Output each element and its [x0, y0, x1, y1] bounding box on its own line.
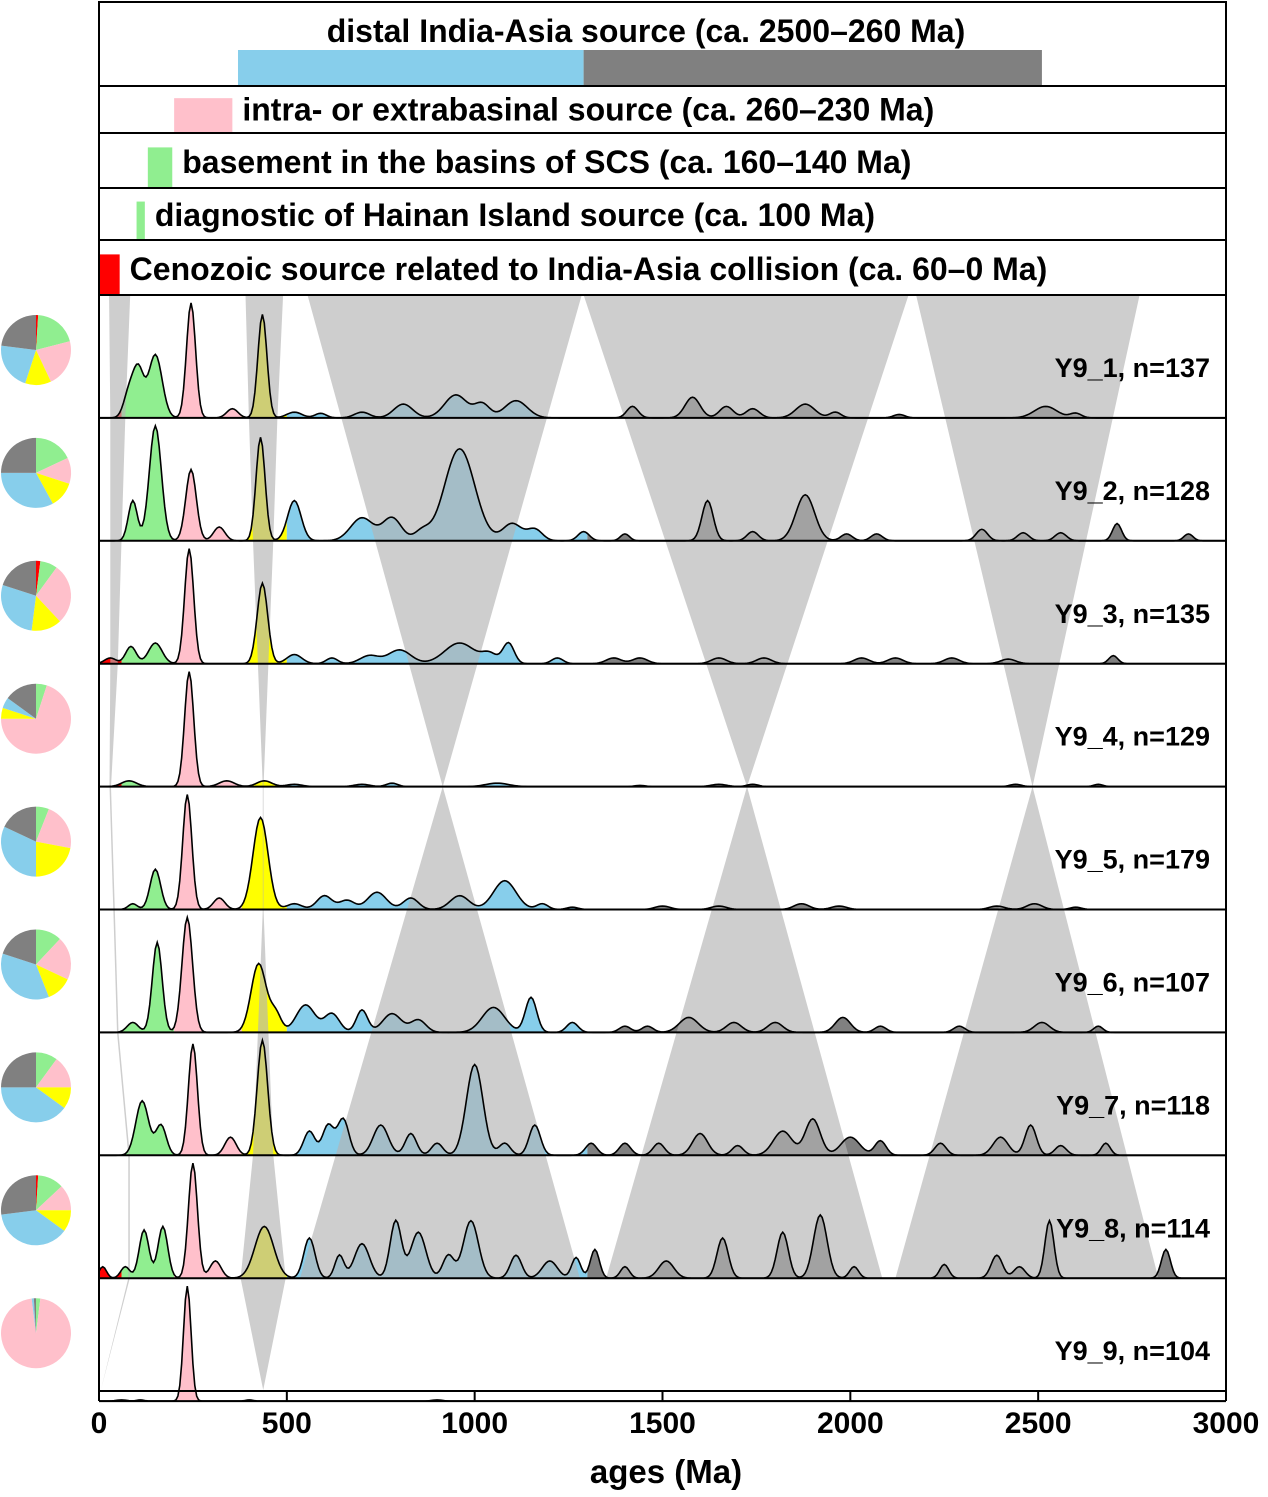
pie-slice-5-5 — [1, 826, 37, 877]
density-curve-8 — [98, 1163, 1226, 1279]
age-band-3-2 — [121, 548, 175, 664]
pie-slice-7-6 — [1, 1052, 36, 1088]
sample-label-9: Y9_9, n=104 — [1055, 1336, 1210, 1366]
source-legend: distal India-Asia source (ca. 2500–260 M… — [98, 1, 1227, 1392]
pie-slice-9-5 — [31, 1298, 36, 1334]
pie-slice-1-4 — [25, 350, 51, 386]
age-band-9-2 — [121, 1286, 175, 1402]
pie-slice-8-1 — [36, 1175, 39, 1211]
pie-slice-2-6 — [1, 437, 36, 473]
x-tick-label-2000: 2000 — [817, 1407, 884, 1440]
legend-bar-3 — [147, 147, 173, 187]
legend-label-4: diagnostic of Hainan Island source (ca. … — [155, 197, 875, 233]
pie-slice-1-2 — [36, 315, 70, 350]
pie-slice-7-5 — [1, 1087, 65, 1123]
age-band-9-1 — [99, 1286, 122, 1402]
pie-slice-5-2 — [36, 806, 49, 842]
pie-slice-7-3 — [36, 1059, 71, 1088]
pie-slice-2-3 — [36, 457, 72, 484]
pie-slice-2-4 — [36, 472, 70, 504]
age-band-4-2 — [121, 671, 175, 787]
pie-slice-4-6 — [7, 683, 36, 719]
x-tick-label-2500: 2500 — [1005, 1407, 1072, 1440]
age-band-9-3 — [174, 1286, 242, 1402]
pie-slice-8-5 — [1, 1210, 65, 1246]
x-axis: ages (Ma) 0 500 1000 1500 2000 2500 3000 — [91, 1391, 1260, 1490]
pie-slice-6-3 — [36, 938, 71, 980]
correlation-band-1 — [100, 295, 131, 1390]
sample-label-5: Y9_5, n=179 — [1055, 845, 1210, 875]
sample-label-7: Y9_7, n=118 — [1056, 1090, 1210, 1120]
legend-label-2: intra- or extrabasinal source (ca. 260–2… — [242, 91, 934, 127]
pie-slice-3-6 — [2, 560, 37, 596]
sample-label-1: Y9_1, n=137 — [1055, 353, 1210, 383]
pie-slice-4-4 — [1, 707, 36, 719]
legend-bar-4 — [136, 201, 145, 239]
age-band-7-1 — [99, 1040, 122, 1156]
age-band-5-2 — [121, 794, 175, 910]
age-band-8-1 — [99, 1163, 122, 1279]
legend-bar-1-2 — [583, 50, 1042, 85]
pie-charts — [0, 315, 72, 1369]
pie-slice-1-3 — [36, 341, 71, 382]
pie-slice-3-4 — [31, 595, 60, 631]
pie-slice-2-2 — [36, 437, 68, 473]
pie-slice-8-4 — [36, 1210, 71, 1231]
age-band-6-1 — [99, 917, 122, 1033]
pie-slice-5-4 — [36, 841, 71, 877]
pie-slice-4-3 — [1, 685, 71, 754]
sample-label-3: Y9_3, n=135 — [1055, 599, 1210, 629]
pie-slice-9-6 — [33, 1298, 36, 1334]
legend-label-1: distal India-Asia source (ca. 2500–260 M… — [327, 13, 966, 49]
pie-slice-4-2 — [36, 683, 47, 719]
legend-label-3: basement in the basins of SCS (ca. 160–1… — [182, 144, 911, 180]
correlation-band-3 — [240, 295, 286, 1390]
pie-slice-5-3 — [36, 809, 71, 849]
sample-label-8: Y9_8, n=114 — [1056, 1213, 1210, 1243]
legend-label-5: Cenozoic source related to India-Asia co… — [130, 251, 1048, 287]
x-axis-title: ages (Ma) — [590, 1453, 742, 1490]
pie-slice-7-4 — [36, 1087, 71, 1108]
age-band-1-3 — [174, 302, 242, 418]
pie-slice-3-2 — [36, 561, 57, 596]
pie-slice-9-3 — [0, 1298, 72, 1369]
x-tick-label-1000: 1000 — [441, 1407, 508, 1440]
pie-slice-8-3 — [36, 1186, 71, 1211]
age-band-5-4 — [241, 794, 287, 910]
age-band-2-3 — [174, 425, 242, 541]
sample-label-4: Y9_4, n=129 — [1055, 722, 1210, 752]
pie-slice-1-6 — [1, 315, 36, 350]
x-tick-label-500: 500 — [262, 1407, 312, 1440]
age-band-9-5 — [286, 1286, 588, 1402]
pie-slice-8-2 — [36, 1175, 62, 1211]
legend-bar-5 — [99, 254, 120, 294]
legend-bar-1-1 — [237, 50, 584, 85]
pie-slice-7-2 — [36, 1052, 57, 1088]
sample-labels: Y9_1, n=137 Y9_2, n=128 Y9_3, n=135 Y9_4, n… — [1055, 353, 1210, 1366]
legend-bar-2 — [174, 98, 233, 132]
pie-slice-3-3 — [36, 567, 72, 622]
pie-slice-6-5 — [0, 953, 49, 1000]
pie-slice-3-1 — [36, 560, 41, 596]
x-tick-label-3000: 3000 — [1193, 1407, 1260, 1440]
density-curve-5 — [99, 794, 1226, 911]
x-tick-label-0: 0 — [91, 1407, 108, 1440]
sample-label-2: Y9_2, n=128 — [1055, 476, 1210, 506]
x-tick-label-1500: 1500 — [629, 1407, 696, 1440]
pie-slice-3-5 — [0, 584, 37, 631]
pie-slice-1-1 — [36, 315, 39, 350]
pie-slice-2-5 — [1, 472, 53, 508]
age-band-5-3 — [174, 794, 242, 910]
sample-label-6: Y9_6, n=107 — [1055, 968, 1210, 998]
pie-slice-6-6 — [2, 929, 37, 965]
pie-slice-6-2 — [36, 929, 60, 965]
track-outlines — [98, 302, 1226, 1403]
pie-slice-4-5 — [2, 698, 37, 719]
pie-slice-1-5 — [1, 345, 37, 384]
pie-slice-5-6 — [4, 806, 37, 842]
pie-slice-9-2 — [36, 1298, 41, 1334]
pie-slice-6-4 — [36, 964, 68, 998]
pie-slice-8-6 — [1, 1175, 37, 1215]
